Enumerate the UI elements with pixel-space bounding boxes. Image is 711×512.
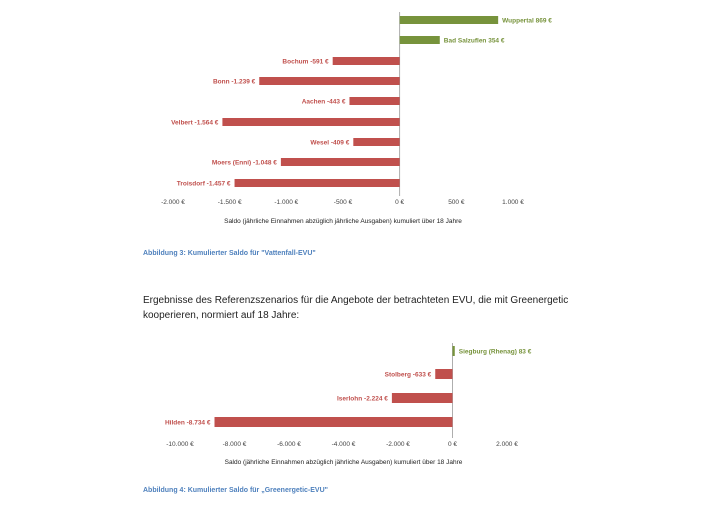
chart2-bar-stolberg [435,369,453,379]
chart1-tick-label: 1.000 € [502,199,524,206]
chart1-bar-label: Aachen -443 € [302,98,346,105]
chart2-tick-label: -4.000 € [332,441,356,448]
chart1-bar-moers-enni- [280,158,400,166]
section-heading: Ergebnisse des Referenzszenarios für die… [143,295,569,321]
chart1-bar-troisdorf [234,179,400,187]
chart2-bar-siegburg-rhenag- [452,346,455,356]
chart1-bar-label: Bochum -591 € [282,58,329,65]
chart1-bar-label: Moers (Enni) -1.048 € [212,159,277,166]
chart2-bar-label: Siegburg (Rhenag) 83 € [459,348,532,355]
chart2-tick-label: -8.000 € [223,441,247,448]
chart2-tick-label: -6.000 € [277,441,301,448]
chart1-bar-bonn [259,77,400,85]
chart1-tick-label: 500 € [448,199,465,206]
chart1-bar-bad-salzuflen [399,36,440,44]
chart1-bar-aachen [349,97,400,105]
chart1-bar-label: Wuppertal 869 € [502,17,552,24]
chart1-bar-wesel [353,138,400,146]
chart1-bar-label: Bad Salzuflen 354 € [444,37,505,44]
chart1-bar-label: Troisdorf -1.457 € [177,180,231,187]
chart2-bar-label: Hilden -8.734 € [165,419,211,426]
chart2-tick-label: -10.000 € [166,441,194,448]
chart1-bar-label: Wesel -409 € [310,139,349,146]
chart1-tick-label: -2.000 € [161,199,185,206]
figure-3-caption: Abbildung 3: Kumulierter Saldo für "Vatt… [143,250,316,257]
chart2-tick-label: 2.000 € [496,441,518,448]
chart2-tick-label: -2.000 € [386,441,410,448]
chart1-tick-label: -1.000 € [274,199,298,206]
chart1-bar-bochum [332,57,400,65]
chart2-x-axis-title: Saldo (jährliche Einnahmen abzüglich jäh… [225,459,463,466]
chart2-tick-label: 0 € [448,441,457,448]
chart1-tick-label: 0 € [395,199,404,206]
chart1-x-axis-title: Saldo (jährliche Einnahmen abzüglich jäh… [224,218,462,225]
figure-4-caption: Abbildung 4: Kumulierter Saldo für „Gree… [143,487,328,494]
chart1-bar-wuppertal [399,16,499,24]
chart1-tick-label: -1.500 € [218,199,242,206]
chart2-bar-label: Iserlohn -2.224 € [337,395,388,402]
chart2-bar-hilden [214,417,453,427]
chart1-bar-label: Velbert -1.564 € [171,119,219,126]
chart2-bar-label: Stolberg -633 € [385,371,432,378]
chart2-bar-iserlohn [391,393,453,403]
chart1-tick-label: -500 € [334,199,353,206]
chart1-bar-velbert [222,118,400,126]
chart1-bar-label: Bonn -1.239 € [213,78,256,85]
